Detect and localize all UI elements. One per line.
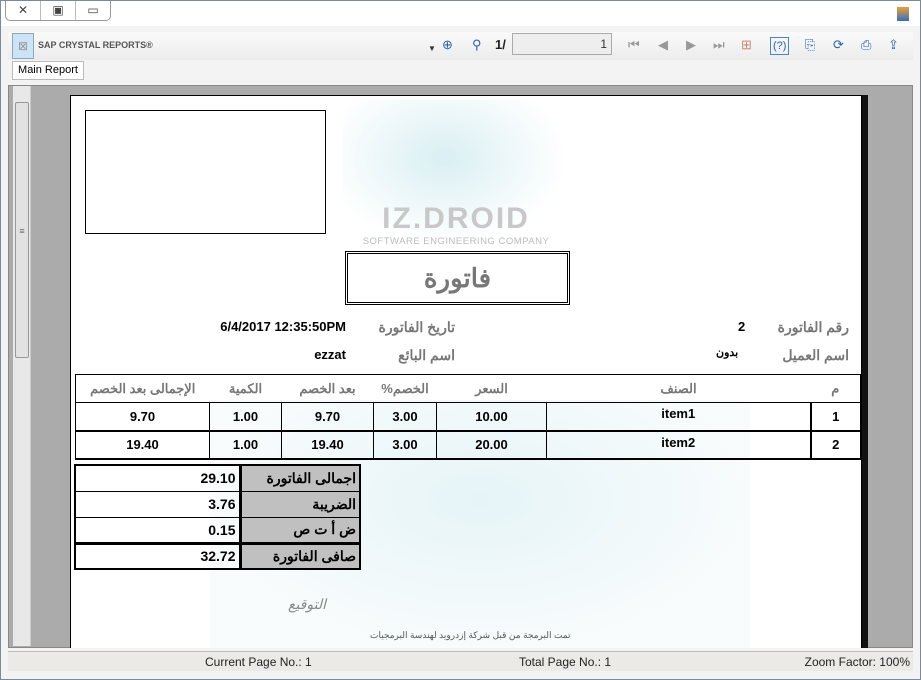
title-bar: ✕ ▣ ▭ (1, 1, 920, 26)
scrollbar-thumb[interactable]: ≡ (15, 102, 29, 358)
col-item: الصنف (660, 380, 697, 396)
extra-tax-row: 0.15 ض أ ت ص (74, 516, 361, 544)
extra-tax-value: 0.15 (74, 516, 241, 544)
status-bar: Current Page No.: 1 Total Page No.: 1 Zo… (8, 651, 913, 671)
group-tree-icon[interactable]: ⊞ (741, 37, 752, 52)
invoice-total-label: اجمالى الفاتورة (238, 464, 361, 492)
image-placeholder (85, 110, 326, 234)
invoice-title: فاتورة (345, 251, 570, 305)
cell-price: 20.00 (436, 430, 547, 459)
col-qty: الكمية (228, 380, 263, 396)
zoom-icon[interactable]: ⊕ (442, 37, 453, 52)
zoom-dropdown-icon[interactable]: ▼ (428, 44, 436, 53)
col-price: السعر (475, 380, 508, 396)
company-logo (343, 100, 568, 245)
app-icon (897, 7, 909, 21)
invoice-total-value: 29.10 (74, 464, 241, 492)
customer-name: بدون (716, 347, 739, 359)
current-page-status: Current Page No.: 1 (205, 655, 312, 669)
cell-discount: 3.00 (373, 430, 437, 459)
net-total-label: صافى الفاتورة (238, 542, 361, 570)
page-number-input[interactable]: 1 (512, 33, 612, 55)
table-header: الإجمالى بعد الخصم الكمية بعد الخصم %الخ… (75, 374, 861, 403)
tab-main-report[interactable]: Main Report (12, 61, 84, 80)
help-icon[interactable]: (?) (770, 37, 790, 55)
prev-page-icon[interactable]: ◀ (658, 37, 668, 52)
items-table: الإجمالى بعد الخصم الكمية بعد الخصم %الخ… (75, 374, 861, 460)
cell-item: item2 (546, 430, 811, 459)
cell-item: item1 (546, 402, 811, 431)
tax-row: 3.76 الضريبة (74, 490, 361, 518)
next-page-icon[interactable]: ▶ (686, 37, 696, 52)
zoom-factor-status: Zoom Factor: 100% (804, 655, 910, 669)
restore-button[interactable]: ▣ (41, 1, 76, 20)
total-row: 29.10 اجمالى الفاتورة (74, 464, 361, 492)
copy-icon[interactable]: ⎘ (805, 37, 816, 52)
cell-total: 19.40 (75, 430, 210, 459)
cell-index: 1 (809, 402, 861, 431)
cell-total: 9.70 (75, 402, 210, 431)
brand-label: SAP CRYSTAL REPORTS® (38, 40, 153, 50)
net-total-row: 32.72 صافى الفاتورة (74, 542, 361, 570)
print-icon[interactable]: ⎙ (861, 37, 872, 52)
col-total: الإجمالى بعد الخصم (90, 380, 196, 396)
cell-discount: 3.00 (373, 402, 437, 431)
logo-subtitle: SOFTWARE ENGINEERING COMPANY (362, 236, 550, 247)
totals-table: 29.10 اجمالى الفاتورة 3.76 الضريبة 0.15 ض أ… (74, 464, 361, 570)
close-button[interactable]: ✕ (6, 1, 41, 20)
table-row: 19.40 1.00 19.40 3.00 20.00 item2 2 (75, 430, 861, 459)
cell-after-discount: 19.40 (281, 430, 374, 459)
cell-qty: 1.00 (209, 402, 282, 431)
page-prefix: 1/ (495, 37, 506, 52)
net-total-value: 32.72 (74, 542, 241, 570)
refresh-icon[interactable]: ⟳ (833, 37, 844, 52)
col-index: م (831, 380, 840, 396)
seller-label: اسم البائع (398, 347, 455, 363)
cell-index: 2 (809, 430, 861, 459)
cell-price: 10.00 (436, 402, 547, 431)
table-row: 9.70 1.00 9.70 3.00 10.00 item1 1 (75, 402, 861, 431)
cell-qty: 1.00 (209, 430, 282, 459)
minimize-button[interactable]: ▭ (87, 3, 99, 17)
tax-label: الضريبة (238, 490, 361, 518)
find-icon[interactable]: ⚲ (472, 37, 482, 52)
invoice-date: 6/4/2017 12:35:50PM (220, 319, 346, 334)
tax-value: 3.76 (74, 490, 241, 518)
credit-text: تمت البرمجة من قبل شركة إزدرويد لهندسة ا… (370, 630, 571, 640)
invoice-date-label: تاريخ الفاتورة (378, 319, 455, 335)
total-page-status: Total Page No.: 1 (519, 655, 612, 669)
invoice-number-label: رقم الفاتورة (777, 319, 849, 335)
extra-tax-label: ض أ ت ص (238, 516, 361, 544)
customer-label: اسم العميل (782, 347, 849, 363)
export-icon[interactable]: ⇪ (888, 37, 899, 52)
seller-name: ezzat (314, 347, 346, 362)
window-controls: ✕ ▣ ▭ (5, 1, 111, 21)
crystal-logo-icon: ⊠ (12, 33, 34, 59)
invoice-number: 2 (738, 319, 746, 334)
col-after-discount: بعد الخصم (299, 380, 356, 396)
cell-after-discount: 9.70 (281, 402, 374, 431)
last-page-icon[interactable]: ⏭ (713, 37, 725, 52)
logo-text: IZ.DROID (382, 202, 530, 235)
col-discount: %الخصم (381, 380, 429, 396)
signature-label: التوقيع (288, 596, 326, 612)
first-page-icon[interactable]: ⏮ (628, 37, 640, 52)
toolbar: ⊠ SAP CRYSTAL REPORTS® ▼ ⊕ ⚲ 1/ ⏮ ◀ ▶ ⏭ … (8, 32, 913, 60)
